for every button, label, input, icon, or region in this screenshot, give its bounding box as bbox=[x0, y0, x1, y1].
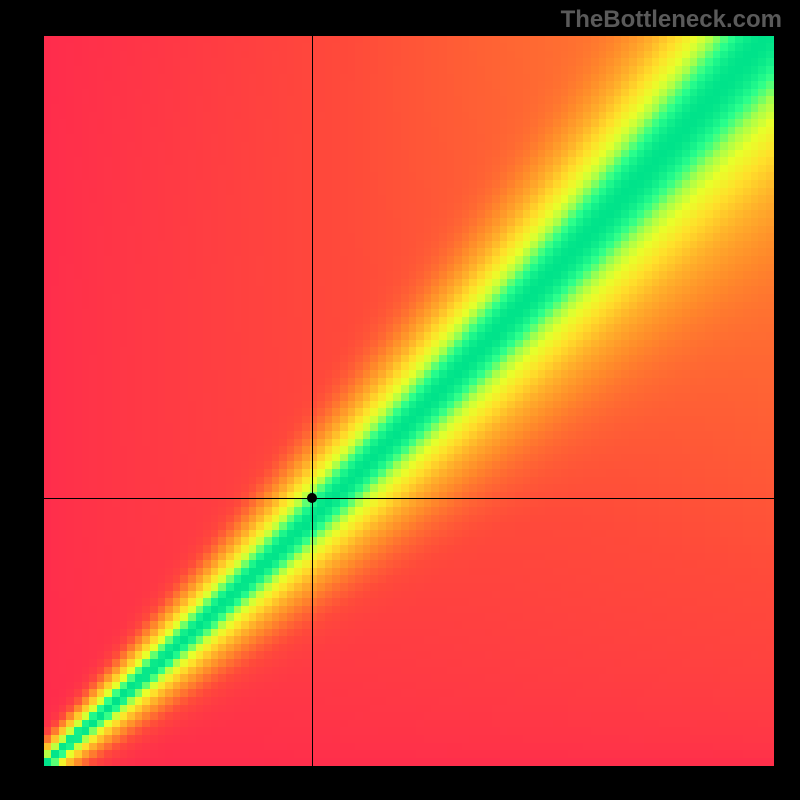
bottleneck-heatmap bbox=[44, 36, 774, 766]
crosshair-vertical-line bbox=[312, 36, 313, 766]
crosshair-marker bbox=[306, 492, 318, 504]
watermark-text: TheBottleneck.com bbox=[561, 6, 782, 34]
crosshair-horizontal-line bbox=[44, 498, 774, 499]
